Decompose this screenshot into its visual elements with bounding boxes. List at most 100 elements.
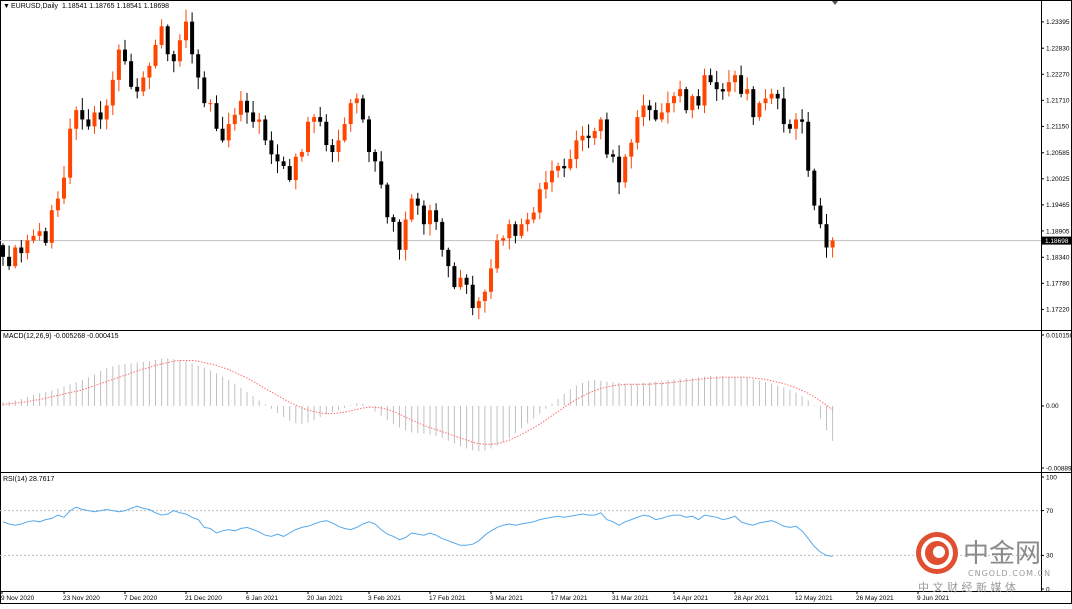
symbol-title: EURUSD,Daily	[11, 3, 59, 10]
candle	[519, 218, 524, 239]
candle-body	[55, 198, 60, 211]
candle	[611, 149, 615, 163]
candle	[80, 98, 85, 130]
rsi-levels	[0, 510, 1041, 556]
watermark-tagline: 中 文 财 经 新 媒 体	[918, 580, 1016, 594]
candle-body	[232, 114, 237, 125]
candle-body	[348, 103, 353, 125]
candle	[507, 219, 512, 250]
candle-body	[794, 119, 798, 129]
candle-body	[830, 240, 835, 248]
candle-body	[476, 301, 481, 309]
candle-body	[781, 98, 786, 125]
candle-body	[269, 140, 274, 155]
candle-body	[190, 21, 195, 55]
candle	[464, 274, 469, 294]
rsi-tick-label: 0	[1046, 586, 1050, 593]
date-label: 9 Nov 2020	[1, 595, 35, 602]
candle-body	[220, 128, 225, 141]
candle-body	[623, 156, 628, 183]
rsi-tick-label: 70	[1046, 508, 1054, 515]
price-tick-label: 1.21150	[1046, 124, 1069, 131]
macd-tick-label: 0.010158	[1046, 332, 1072, 339]
date-label: 14 Apr 2021	[673, 595, 708, 602]
candle	[739, 65, 744, 98]
candle-body	[586, 135, 591, 139]
candle	[147, 62, 152, 89]
candle-body	[1, 245, 5, 257]
chart-menu-icon[interactable]: ▼	[3, 3, 10, 10]
candle-body	[446, 249, 451, 267]
watermark-domain: CNGOLD.COM.CN	[968, 569, 1051, 578]
candle	[62, 165, 66, 205]
candle-body	[513, 224, 518, 236]
candle-body	[165, 26, 170, 55]
date-label: 21 Dec 2020	[185, 595, 222, 602]
candle	[31, 229, 36, 244]
candle-body	[775, 93, 780, 99]
candle	[781, 87, 786, 133]
candle-body	[464, 277, 469, 285]
candle-body	[171, 54, 176, 62]
candle-body	[568, 159, 573, 169]
candle	[141, 71, 146, 97]
candle-body	[287, 166, 292, 180]
candle	[684, 86, 689, 114]
candle-body	[208, 103, 213, 105]
rsi-tick-label: 30	[1046, 553, 1054, 560]
candle	[458, 269, 463, 290]
date-label: 7 Dec 2020	[124, 595, 158, 602]
candle-body	[354, 98, 359, 104]
candle-body	[428, 210, 432, 225]
candle	[702, 68, 707, 114]
candle	[116, 44, 121, 92]
candle	[769, 88, 774, 105]
candle	[586, 124, 591, 149]
candle-body	[159, 26, 164, 45]
candle-body	[37, 231, 42, 236]
shift-marker-icon[interactable]	[832, 1, 838, 5]
candle	[580, 126, 585, 152]
candle	[421, 200, 426, 235]
candle	[495, 234, 500, 273]
candle-body	[360, 98, 365, 120]
candle	[385, 182, 390, 224]
candle	[629, 139, 634, 169]
candle-body	[116, 49, 121, 80]
rsi-tick-label: 100	[1046, 474, 1057, 481]
candle	[556, 162, 561, 178]
candle-body	[495, 240, 500, 269]
candle-body	[74, 110, 79, 129]
candle-body	[110, 79, 115, 106]
candle-body	[702, 75, 707, 106]
candle-body	[745, 89, 750, 94]
candle-body	[519, 224, 524, 236]
candle-body	[617, 156, 622, 183]
macd-axis: 0.010158 0.00 -0.008894	[1041, 332, 1072, 472]
candle-body	[415, 198, 420, 206]
candle-body	[367, 119, 371, 153]
candle-body	[690, 96, 695, 111]
date-label: 26 May 2021	[856, 595, 894, 602]
candle-body	[177, 40, 182, 62]
candle-body	[470, 284, 475, 309]
candle-body	[257, 119, 262, 122]
candle	[617, 145, 622, 195]
candle-body	[763, 98, 768, 104]
candle-body	[550, 170, 554, 183]
price-tick-label: 1.22270	[1046, 72, 1070, 79]
candle	[110, 71, 115, 116]
candle	[367, 115, 371, 163]
candle	[153, 39, 158, 69]
candle	[104, 99, 109, 130]
candle-body	[403, 219, 408, 250]
candle	[196, 49, 201, 90]
candle-body	[757, 103, 762, 118]
candle	[19, 239, 24, 263]
candle-body	[336, 140, 341, 153]
candle	[745, 77, 750, 101]
price-axis: 1.23395 1.22830 1.22270 1.21710 1.21150 1.205…	[1041, 19, 1070, 314]
candle-body	[43, 231, 48, 243]
